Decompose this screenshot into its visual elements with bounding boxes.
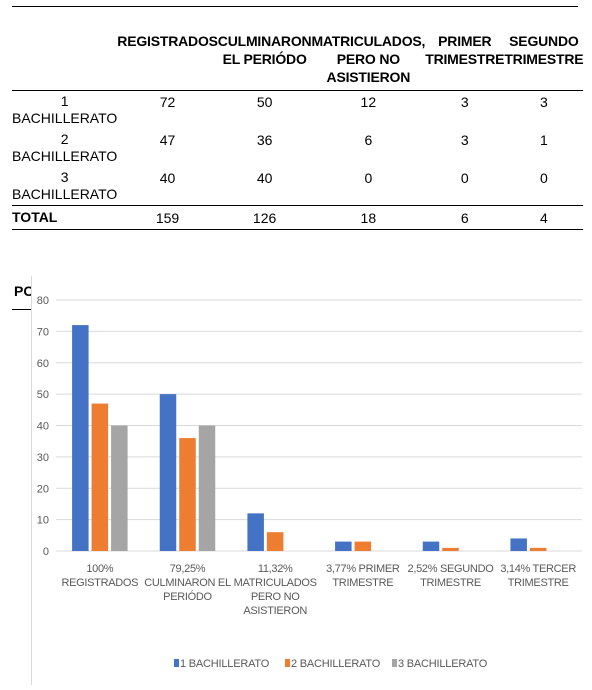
- cell: 36: [218, 129, 312, 167]
- x-tick-label: PERO NO: [251, 591, 300, 603]
- y-tick-label: 70: [37, 326, 49, 338]
- cell: 3: [425, 91, 504, 130]
- row-label: 2 BACHILLERATO: [12, 129, 117, 167]
- x-tick-label: TRIMESTRE: [508, 577, 569, 589]
- y-tick-label: 50: [37, 389, 49, 401]
- summary-table: REGISTRADOS CULMINARON EL PERIÓDO MATRIC…: [12, 24, 583, 230]
- bar: [72, 325, 89, 551]
- x-tick-label: 79,25%: [170, 563, 206, 575]
- cell: 0: [311, 167, 425, 206]
- table-row: 3 BACHILLERATO 40 40 0 0 0: [12, 167, 583, 206]
- y-tick-label: 30: [37, 452, 49, 464]
- bar-chart: 0 10 20 30 40 50 60 70 80 100% REGISTRADOS 79,25% CU…: [31, 276, 592, 685]
- header-matriculados: MATRICULADOS, PERO NO ASISTIERON: [311, 24, 425, 91]
- x-tick-label: 2,52% SEGUNDO: [408, 563, 495, 575]
- table-header-row: REGISTRADOS CULMINARON EL PERIÓDO MATRIC…: [12, 24, 583, 91]
- legend-label: 1 BACHILLERATO: [180, 658, 270, 670]
- bar: [530, 548, 547, 551]
- cell: 126: [218, 206, 312, 230]
- y-tick-label: 10: [37, 515, 49, 527]
- table-total-row: TOTAL 159 126 18 6 4: [12, 206, 583, 230]
- table-row: 1 BACHILLERATO 72 50 12 3 3: [12, 91, 583, 130]
- cell: 72: [117, 91, 217, 130]
- legend-swatch: [174, 659, 179, 667]
- cell: 3: [504, 91, 583, 130]
- total-label: TOTAL: [12, 206, 117, 230]
- x-tick-label: MATRICULADOS: [234, 577, 317, 589]
- bar: [510, 538, 526, 551]
- cell: 4: [504, 206, 583, 230]
- bar: [160, 394, 177, 551]
- cell: 40: [117, 167, 217, 206]
- header-registrados: REGISTRADOS: [117, 24, 217, 91]
- cell: 0: [425, 167, 504, 206]
- legend-label: 2 BACHILLERATO: [291, 658, 381, 670]
- cell: 0: [504, 167, 583, 206]
- partial-rule: [12, 309, 32, 310]
- x-tick-label: 3,77% PRIMER: [326, 563, 400, 575]
- bar: [355, 542, 372, 551]
- y-tick-label: 0: [43, 546, 49, 558]
- cell: 47: [117, 129, 217, 167]
- y-tick-label: 40: [37, 421, 49, 433]
- y-tick-label: 60: [37, 358, 49, 370]
- cell: 3: [425, 129, 504, 167]
- y-tick-label: 20: [37, 483, 49, 495]
- top-rule: [12, 6, 578, 7]
- bar: [423, 542, 440, 551]
- legend-swatch: [285, 659, 290, 667]
- cell: 40: [218, 167, 312, 206]
- header-culminaron: CULMINARON EL PERIÓDO: [218, 24, 312, 91]
- header-segundo-trimestre: SEGUNDO TRIMESTRE: [504, 24, 583, 91]
- bar: [247, 513, 264, 551]
- header-empty: [12, 24, 117, 91]
- cell: 50: [218, 91, 312, 130]
- cell: 6: [311, 129, 425, 167]
- x-tick-label: TRIMESTRE: [332, 577, 393, 589]
- cell: 1: [504, 129, 583, 167]
- x-tick-label: REGISTRADOS: [61, 577, 138, 589]
- bar: [111, 426, 128, 552]
- bar: [179, 438, 196, 551]
- legend-label: 3 BACHILLERATO: [398, 658, 488, 670]
- bar: [92, 404, 109, 551]
- legend-swatch: [392, 659, 397, 667]
- cell: 18: [311, 206, 425, 230]
- x-tick-label: CULMINARON EL: [144, 577, 231, 589]
- bar: [267, 532, 284, 551]
- x-tick-label: 11,32%: [258, 563, 293, 575]
- cell: 159: [117, 206, 217, 230]
- x-tick-label: TRIMESTRE: [420, 577, 481, 589]
- x-tick-label: PERIÓDO: [163, 590, 212, 603]
- x-tick-label: ASISTIERON: [243, 605, 307, 617]
- chart-svg: 0 10 20 30 40 50 60 70 80 100% REGISTRADOS 79,25% CU…: [32, 276, 592, 685]
- table-row: 2 BACHILLERATO 47 36 6 3 1: [12, 129, 583, 167]
- row-label: 1 BACHILLERATO: [12, 91, 117, 130]
- y-tick-label: 80: [37, 295, 49, 307]
- row-label: 3 BACHILLERATO: [12, 167, 117, 206]
- bar: [442, 548, 459, 551]
- cell: 12: [311, 91, 425, 130]
- header-primer-trimestre: PRIMER TRIMESTRE: [425, 24, 504, 91]
- bar: [199, 426, 216, 552]
- bar: [335, 542, 352, 551]
- x-tick-label: 100%: [86, 563, 113, 575]
- cell: 6: [425, 206, 504, 230]
- x-tick-label: 3,14% TERCER: [500, 563, 576, 575]
